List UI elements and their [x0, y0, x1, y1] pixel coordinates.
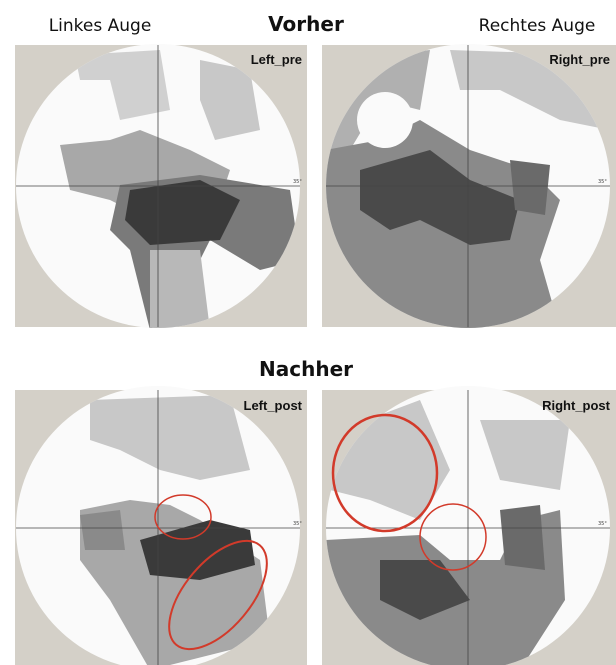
panel-label: Right_pre: [549, 52, 610, 67]
visual-field-panel: Left_post 35°: [15, 386, 307, 665]
right-eye-heading: Rechtes Auge: [479, 16, 596, 36]
left-eye-heading: Linkes Auge: [49, 16, 152, 36]
scale-label: 35°: [598, 521, 607, 527]
before-heading: Vorher: [268, 12, 344, 36]
figure: Linkes Auge Vorher Rechtes Auge Nachher …: [0, 0, 616, 665]
visual-field-panel: Right_post 35°: [322, 386, 616, 665]
visual-field-panel: Left_pre 35°: [15, 44, 307, 330]
scale-label: 35°: [293, 179, 302, 185]
scale-label: 35°: [293, 521, 302, 527]
after-heading: Nachher: [259, 357, 353, 381]
panel-label: Left_post: [244, 398, 303, 413]
panel-label: Right_post: [542, 398, 611, 413]
scale-label: 35°: [598, 179, 607, 185]
visual-field-panel: Right_pre 35°: [322, 44, 616, 330]
panel-label: Left_pre: [251, 52, 302, 67]
